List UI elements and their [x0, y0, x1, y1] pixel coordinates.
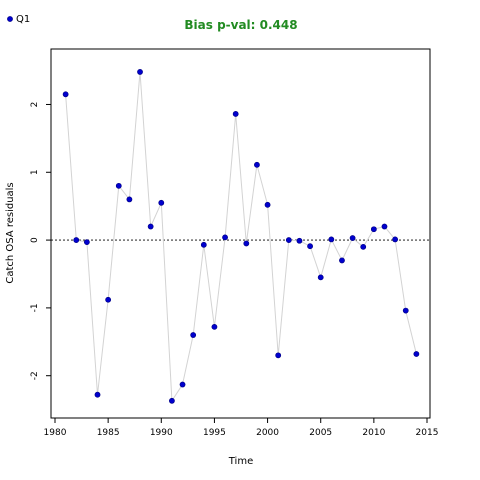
series-line [65, 71, 417, 403]
data-point [381, 223, 388, 230]
x-tick-label: 1990 [150, 428, 173, 438]
data-point [317, 274, 324, 281]
data-point [126, 196, 133, 203]
data-point [62, 91, 69, 98]
data-point [392, 236, 399, 243]
data-point [254, 161, 260, 168]
x-tick-label: 2000 [256, 428, 279, 438]
data-point [115, 182, 122, 189]
data-point [222, 234, 228, 241]
data-point [232, 111, 239, 117]
x-tick-label: 1995 [203, 428, 226, 438]
data-point [147, 223, 154, 230]
y-axis-title: Catch OSA residuals [5, 182, 16, 283]
data-point [339, 257, 345, 264]
x-tick-label: 2005 [309, 428, 332, 438]
data-point [83, 239, 90, 246]
data-point [169, 397, 175, 404]
y-axis: -2 -1 0 1 2 [30, 102, 51, 380]
data-point [307, 243, 313, 250]
legend-marker [7, 16, 13, 22]
y-tick-label: -2 [30, 371, 40, 380]
data-point [360, 243, 367, 250]
data-point [73, 237, 80, 243]
data-point [413, 351, 420, 357]
data-point [370, 226, 377, 233]
data-point [296, 237, 303, 244]
data-point [264, 201, 271, 208]
legend: Q1 [7, 14, 30, 25]
data-point [285, 237, 292, 243]
x-tick-label: 2015 [416, 428, 439, 438]
x-axis-title: Time [228, 456, 253, 467]
data-point [328, 236, 335, 243]
x-tick-label: 1985 [97, 428, 120, 438]
data-point [190, 332, 197, 338]
x-axis: 1980 1985 1990 1995 2000 2005 2010 2015 [44, 418, 439, 438]
y-tick-label: 1 [30, 169, 40, 175]
plot-frame [50, 48, 431, 419]
x-tick-label: 1980 [44, 428, 67, 438]
data-point [402, 307, 409, 314]
x-tick-label: 2010 [362, 428, 385, 438]
data-point [137, 69, 143, 75]
data-point [275, 352, 282, 359]
chart-title: Bias p-val: 0.448 [184, 18, 297, 32]
data-point [158, 199, 165, 206]
series-q1 [62, 69, 420, 404]
legend-label-q1: Q1 [16, 14, 30, 25]
data-point [105, 296, 112, 303]
data-point [211, 323, 218, 330]
data-point [200, 241, 207, 248]
data-point [94, 391, 101, 398]
y-tick-label: -1 [30, 303, 40, 312]
y-tick-label: 0 [30, 237, 40, 243]
data-point [179, 381, 186, 388]
data-point [349, 235, 356, 241]
y-tick-label: 2 [30, 102, 40, 108]
data-point [243, 240, 250, 247]
